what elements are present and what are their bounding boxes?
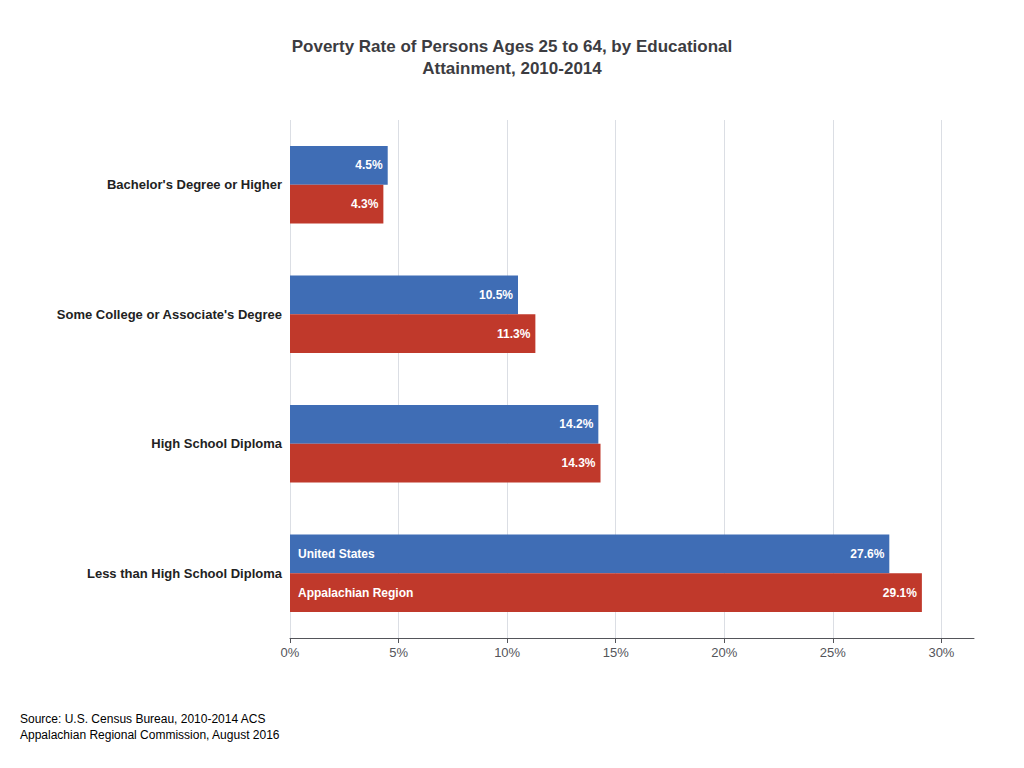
svg-text:United States: United States — [298, 547, 375, 561]
svg-text:14.2%: 14.2% — [559, 417, 593, 431]
svg-text:0%: 0% — [281, 645, 300, 660]
svg-text:Attainment, 2010-2014: Attainment, 2010-2014 — [422, 59, 602, 78]
svg-text:Less than High School Diploma: Less than High School Diploma — [87, 566, 283, 581]
svg-text:High School Diploma: High School Diploma — [151, 436, 282, 451]
svg-text:4.3%: 4.3% — [351, 197, 379, 211]
svg-text:15%: 15% — [603, 645, 629, 660]
svg-text:27.6%: 27.6% — [850, 547, 884, 561]
svg-text:Some College or Associate's De: Some College or Associate's Degree — [57, 307, 282, 322]
svg-text:14.3%: 14.3% — [561, 456, 595, 470]
svg-text:Poverty Rate of Persons Ages 2: Poverty Rate of Persons Ages 25 to 64, b… — [292, 37, 733, 56]
svg-text:Appalachian Region: Appalachian Region — [298, 586, 413, 600]
svg-text:29.1%: 29.1% — [883, 586, 917, 600]
svg-text:30%: 30% — [928, 645, 954, 660]
svg-text:Appalachian Regional Commissio: Appalachian Regional Commission, August … — [20, 728, 280, 742]
svg-text:20%: 20% — [711, 645, 737, 660]
svg-text:5%: 5% — [389, 645, 408, 660]
svg-text:25%: 25% — [820, 645, 846, 660]
svg-text:11.3%: 11.3% — [497, 327, 531, 341]
svg-text:10.5%: 10.5% — [479, 288, 513, 302]
svg-text:10%: 10% — [494, 645, 520, 660]
svg-text:Source: U.S. Census Bureau, 20: Source: U.S. Census Bureau, 2010-2014 AC… — [20, 712, 265, 726]
svg-text:Bachelor's Degree or Higher: Bachelor's Degree or Higher — [107, 177, 282, 192]
svg-text:4.5%: 4.5% — [355, 158, 383, 172]
